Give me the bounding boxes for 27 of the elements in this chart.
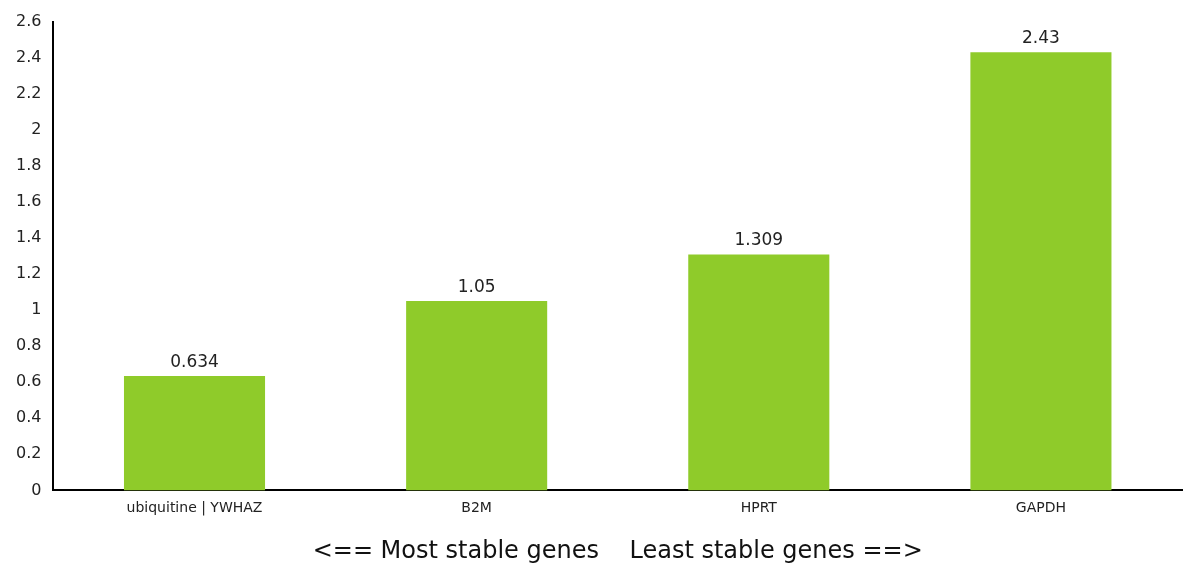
- y-tick-label: 1: [31, 299, 42, 319]
- y-tick-label: 0.2: [15, 443, 42, 463]
- data-label: 1.05: [457, 276, 496, 296]
- y-tick-label: 0.4: [15, 407, 42, 427]
- x-tick-label: GAPDH: [1015, 499, 1067, 516]
- x-tick-label: HPRT: [740, 499, 778, 516]
- bar: [688, 254, 830, 491]
- data-label: 1.309: [734, 229, 784, 250]
- y-tick-label: 0: [31, 479, 42, 499]
- x-axis-title: <== Most stable genes Least stable genes ==>: [312, 535, 923, 564]
- y-tick-label: 1.6: [15, 191, 42, 211]
- y-tick-label: 2.6: [15, 10, 42, 30]
- y-tick-label: 1.8: [15, 155, 42, 174]
- bar: [970, 52, 1112, 491]
- x-tick-label: ubiquitine | YWHAZ: [126, 499, 263, 517]
- y-tick-label: 1.2: [15, 263, 42, 283]
- data-label: 2.43: [1022, 27, 1060, 48]
- y-tick-label: 1.4: [15, 227, 42, 247]
- y-tick-label: 2.4: [15, 46, 42, 66]
- bar: [123, 376, 266, 491]
- bar: [406, 301, 548, 491]
- y-tick-label: 2: [31, 118, 42, 138]
- data-label: 0.634: [170, 351, 219, 372]
- y-tick-label: 2.2: [15, 82, 42, 102]
- y-tick-label: 0.6: [15, 371, 42, 391]
- x-tick-label: B2M: [461, 499, 492, 516]
- y-tick-label: 0.8: [15, 335, 42, 355]
